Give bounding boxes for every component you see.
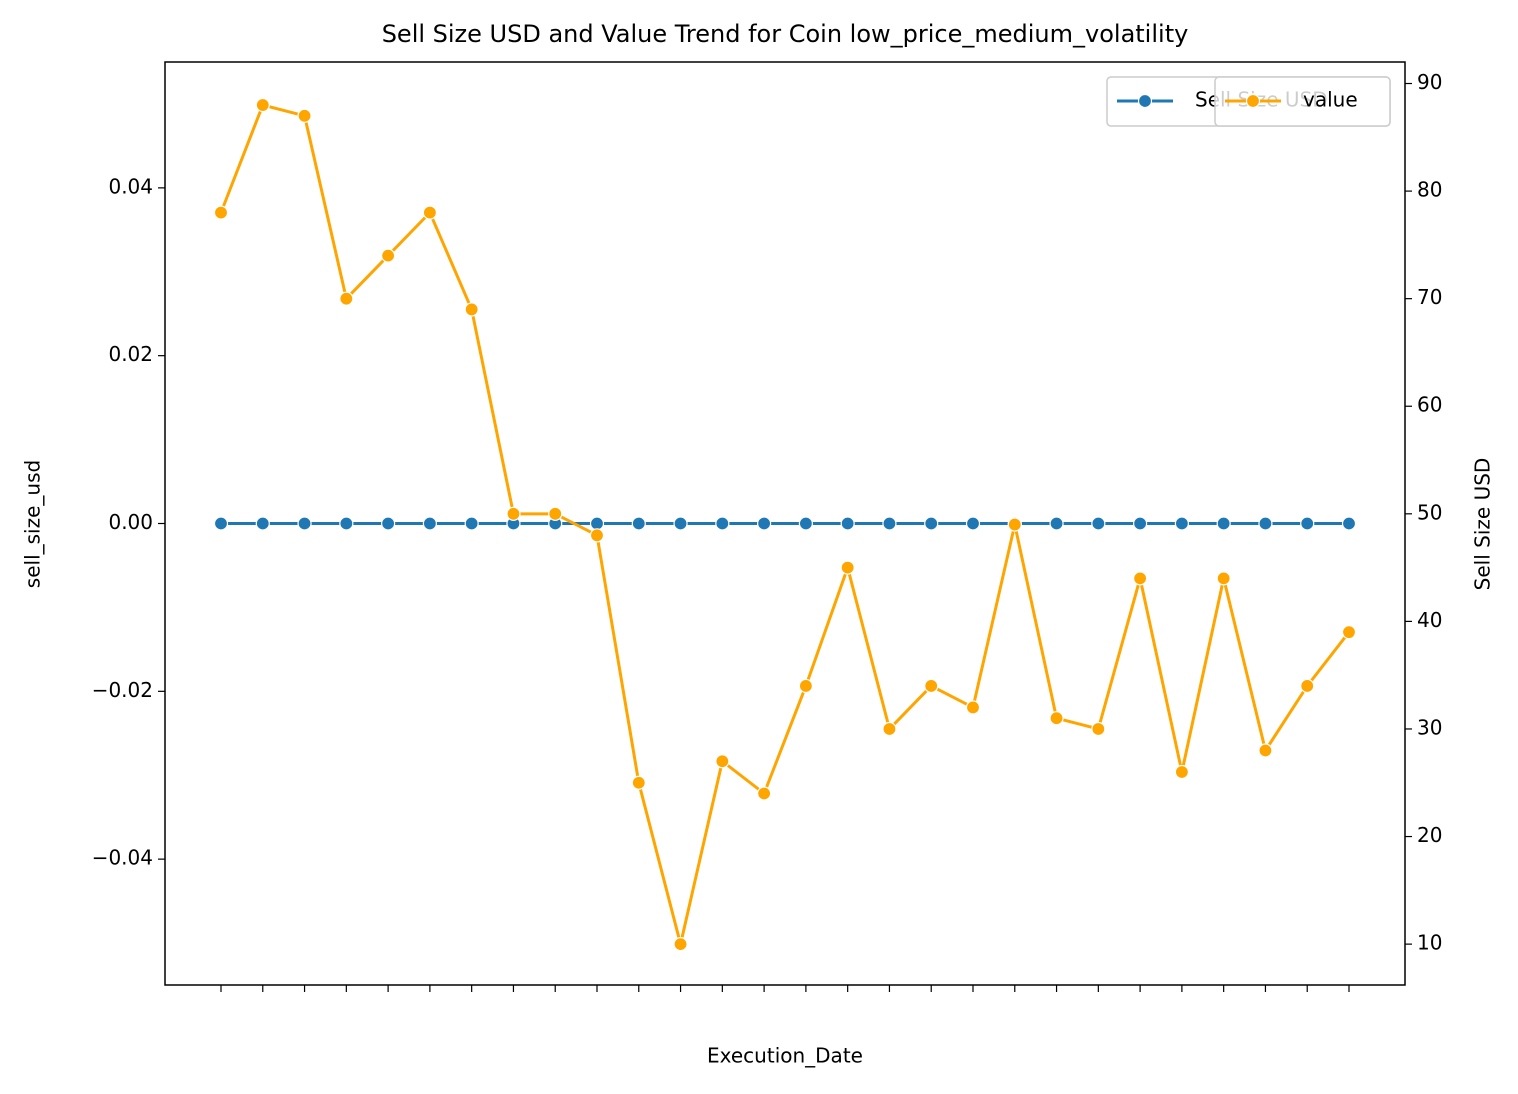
point (1091, 516, 1106, 531)
point (1300, 516, 1315, 531)
y2-tick-label: 80 (1417, 178, 1442, 202)
point (213, 205, 229, 220)
point (589, 528, 605, 543)
point (548, 506, 563, 521)
y-axis-label: sell_size_usd (21, 460, 45, 588)
y2-tick-label: 20 (1417, 823, 1442, 847)
point (1216, 571, 1231, 586)
point (1174, 516, 1189, 531)
point (882, 516, 897, 531)
point (715, 754, 730, 769)
point (673, 516, 688, 531)
point (1007, 517, 1022, 532)
point (1216, 516, 1231, 531)
y2-tick-label: 30 (1417, 715, 1442, 739)
point (631, 516, 646, 531)
point (1049, 711, 1064, 726)
legend-box (1214, 76, 1391, 127)
x-axis-label: Execution_Date (707, 1044, 863, 1068)
point (882, 721, 897, 737)
point (715, 516, 730, 531)
y-tick-label: 0.02 (108, 342, 153, 366)
point (1300, 678, 1315, 694)
point (422, 205, 437, 220)
y2-tick-label: 70 (1417, 285, 1442, 309)
point (673, 937, 688, 952)
point (757, 786, 772, 801)
y2-tick-label: 10 (1417, 931, 1442, 955)
legend-marker (1137, 93, 1153, 109)
point (1258, 516, 1273, 531)
point (1091, 721, 1106, 737)
point (1133, 571, 1148, 586)
series-line (219, 103, 1351, 945)
y-tick-label: 0.00 (108, 510, 153, 534)
y2-tick-label: 40 (1417, 608, 1442, 632)
point (1258, 743, 1273, 758)
y2-tick-label: 60 (1417, 393, 1442, 417)
point (798, 516, 813, 531)
point (464, 302, 479, 317)
point (965, 516, 981, 531)
plot-frame (164, 61, 1406, 986)
point (422, 516, 437, 531)
point (381, 248, 396, 263)
y2-tick-label: 50 (1417, 500, 1442, 524)
point (924, 516, 939, 531)
point (1133, 516, 1148, 531)
point (464, 516, 479, 531)
point (1341, 516, 1357, 531)
point (297, 516, 312, 531)
point (840, 560, 855, 575)
point (757, 516, 772, 531)
point (798, 678, 813, 694)
point (339, 291, 354, 306)
y-tick-label: 0.04 (108, 174, 153, 198)
y2-tick-label: 90 (1417, 70, 1442, 94)
point (381, 516, 396, 531)
point (840, 516, 855, 531)
point (213, 516, 229, 531)
point (1341, 625, 1357, 640)
legend-label: value (1303, 88, 1358, 112)
point (965, 700, 981, 715)
point (631, 775, 646, 790)
chart-title: Sell Size USD and Value Trend for Coin l… (382, 20, 1189, 48)
point (297, 108, 312, 123)
point (506, 506, 521, 521)
legend-marker (1245, 93, 1261, 109)
point (1174, 764, 1189, 780)
y2-axis-label: Sell Size USD (1471, 458, 1495, 591)
y-tick-label: −0.02 (92, 678, 153, 702)
point (255, 97, 270, 113)
point (339, 516, 354, 531)
point (924, 678, 939, 694)
y-tick-label: −0.04 (92, 846, 153, 870)
point (1049, 516, 1064, 531)
point (255, 516, 270, 531)
point (589, 516, 605, 531)
